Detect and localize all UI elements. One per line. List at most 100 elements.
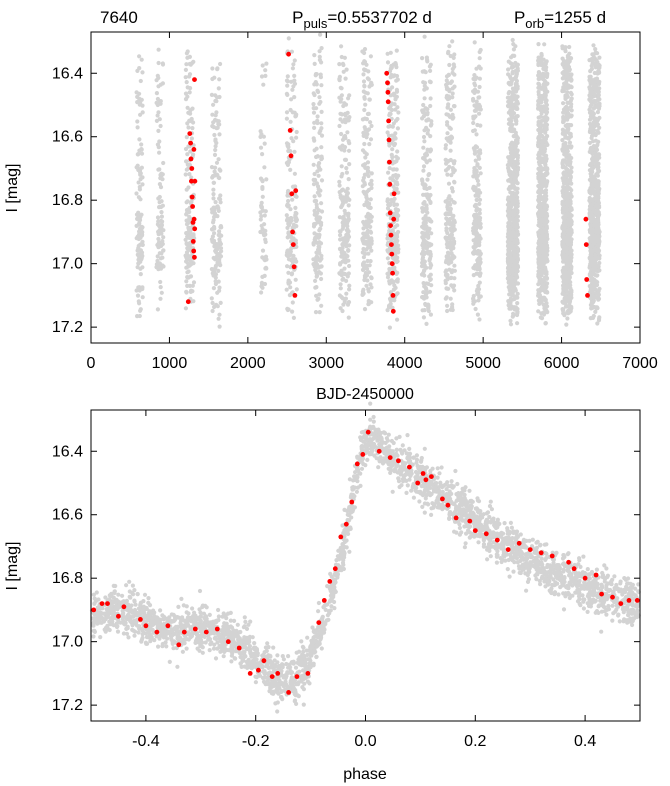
top-background-point (137, 66, 142, 71)
top-background-point (592, 219, 597, 224)
top-background-point (474, 271, 479, 276)
top-background-point (185, 199, 190, 204)
top-background-point (447, 251, 452, 256)
top-background-point (318, 99, 323, 105)
top-background-point (473, 239, 478, 244)
top-background-point (589, 251, 594, 256)
top-background-point (544, 308, 549, 313)
top-background-point (542, 234, 547, 239)
top-background-point (515, 94, 520, 99)
top-background-point (360, 148, 366, 153)
top-background-point (210, 300, 215, 306)
top-background-point (160, 203, 165, 208)
top-background-point (477, 243, 482, 248)
top-background-point (505, 95, 510, 100)
top-background-point (210, 124, 215, 129)
top-background-point (139, 147, 144, 152)
top-background-point (159, 251, 164, 256)
top-background-point (445, 172, 450, 177)
top-background-point (596, 139, 601, 144)
top-background-point (314, 154, 319, 160)
top-background-point (140, 175, 145, 180)
top-background-point (137, 313, 142, 319)
top-background-point (593, 120, 599, 125)
top-background-point (190, 126, 195, 131)
top-background-point (312, 222, 317, 227)
top-background-point (364, 62, 369, 67)
top-background-point (472, 225, 477, 230)
top-background-point (420, 260, 425, 265)
orbital-period-label: Porb=1255 d (514, 8, 606, 31)
top-background-point (191, 299, 196, 304)
top-background-point (391, 199, 396, 204)
top-background-point (564, 201, 569, 206)
top-background-point (568, 134, 574, 139)
top-background-point (319, 276, 324, 282)
top-background-point (366, 302, 371, 307)
top-background-point (156, 240, 161, 245)
top-background-point (562, 296, 567, 301)
top-background-point (538, 222, 544, 228)
top-background-point (448, 296, 453, 301)
top-background-point (449, 283, 454, 288)
top-background-point (597, 63, 602, 68)
top-background-point (135, 163, 140, 168)
top-background-point (478, 260, 483, 265)
top-background-point (337, 74, 342, 79)
top-background-point (139, 253, 144, 258)
top-background-point (342, 266, 347, 271)
top-background-point (287, 293, 292, 298)
top-background-point (450, 66, 455, 72)
top-background-point (568, 145, 574, 150)
top-background-point (505, 103, 511, 108)
top-background-point (428, 312, 433, 317)
top-background-point (508, 226, 513, 231)
top-background-point (319, 222, 324, 228)
top-background-point (156, 267, 161, 272)
top-background-point (285, 264, 290, 269)
top-background-point (312, 194, 317, 199)
top-background-point (567, 123, 572, 128)
top-background-point (318, 32, 323, 37)
top-background-point (450, 86, 455, 91)
top-background-point (471, 96, 476, 102)
top-background-point (510, 37, 515, 43)
top-background-point (294, 135, 299, 140)
top-background-point (346, 177, 351, 182)
top-background-point (135, 119, 140, 124)
top-background-point (285, 193, 290, 198)
top-background-point (428, 62, 433, 67)
top-background-point (319, 109, 324, 114)
top-background-point (564, 104, 569, 109)
top-background-point (477, 317, 482, 322)
top-background-point (184, 250, 190, 255)
top-background-point (471, 250, 476, 255)
top-background-point (213, 113, 218, 118)
top-background-point (567, 140, 573, 145)
top-background-point (386, 305, 392, 310)
top-background-point (565, 250, 570, 255)
top-background-point (536, 89, 541, 94)
top-background-point (362, 162, 368, 167)
top-background-point (339, 44, 344, 49)
top-background-point (568, 199, 573, 204)
top-background-point (423, 106, 428, 111)
top-background-point (510, 158, 515, 163)
top-background-point (344, 195, 349, 200)
top-background-point (560, 131, 565, 136)
top-background-point (288, 257, 294, 263)
top-background-point (421, 156, 426, 161)
top-background-point (545, 117, 550, 122)
top-background-point (421, 145, 426, 150)
top-background-point (259, 280, 264, 285)
top-background-point (339, 112, 345, 117)
top-background-point (567, 300, 572, 305)
top-background-point (394, 65, 399, 70)
top-background-point (341, 241, 346, 246)
top-background-point (346, 203, 351, 208)
top-background-point (190, 106, 195, 111)
top-background-point (314, 202, 319, 207)
top-background-point (567, 169, 572, 174)
top-background-point (216, 232, 221, 238)
top-background-point (568, 232, 573, 237)
